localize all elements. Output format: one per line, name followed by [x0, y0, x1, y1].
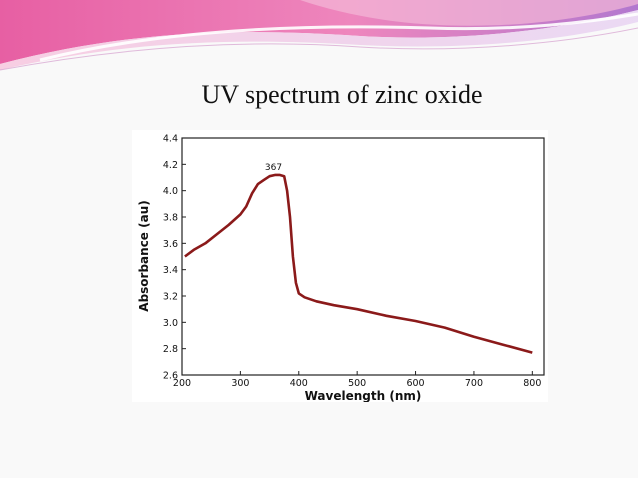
x-tick-label: 500 — [348, 378, 366, 389]
y-tick-label: 3.2 — [163, 292, 178, 303]
absorbance-series-line — [184, 173, 533, 354]
y-tick-label: 3.4 — [163, 265, 178, 276]
peak-annotation: 367 — [265, 163, 282, 173]
y-tick-label: 3.0 — [163, 318, 178, 329]
x-tick-label: 600 — [406, 378, 424, 389]
y-tick-label: 3.6 — [163, 239, 178, 250]
top-wave-decoration — [0, 0, 638, 71]
x-tick-label: 300 — [231, 378, 249, 389]
y-tick-label: 4.4 — [163, 134, 178, 145]
y-tick-label: 2.6 — [163, 371, 178, 382]
uv-spectrum-chart: 2.6 2.8 3.0 3.2 3.4 3.6 3.8 4.0 4.2 4.4 200 300 400… — [137, 134, 545, 402]
y-tick-label: 3.8 — [163, 213, 178, 224]
y-tick-label: 2.8 — [163, 344, 178, 355]
chart-panel: 2.6 2.8 3.0 3.2 3.4 3.6 3.8 4.0 4.2 4.4 200 300 400… — [132, 130, 548, 402]
y-tick-label: 4.0 — [163, 186, 178, 197]
x-tick-label: 400 — [290, 378, 308, 389]
y-tick-label: 4.2 — [163, 160, 178, 171]
x-tick-label: 800 — [523, 378, 541, 389]
x-tick-label: 200 — [173, 378, 191, 389]
slide-title: UV spectrum of zinc oxide — [201, 80, 483, 109]
plot-frame — [181, 137, 545, 376]
y-axis-label: Absorbance (au) — [137, 200, 151, 311]
x-tick-label: 700 — [465, 378, 483, 389]
x-axis-label: Wavelength (nm) — [305, 389, 422, 402]
